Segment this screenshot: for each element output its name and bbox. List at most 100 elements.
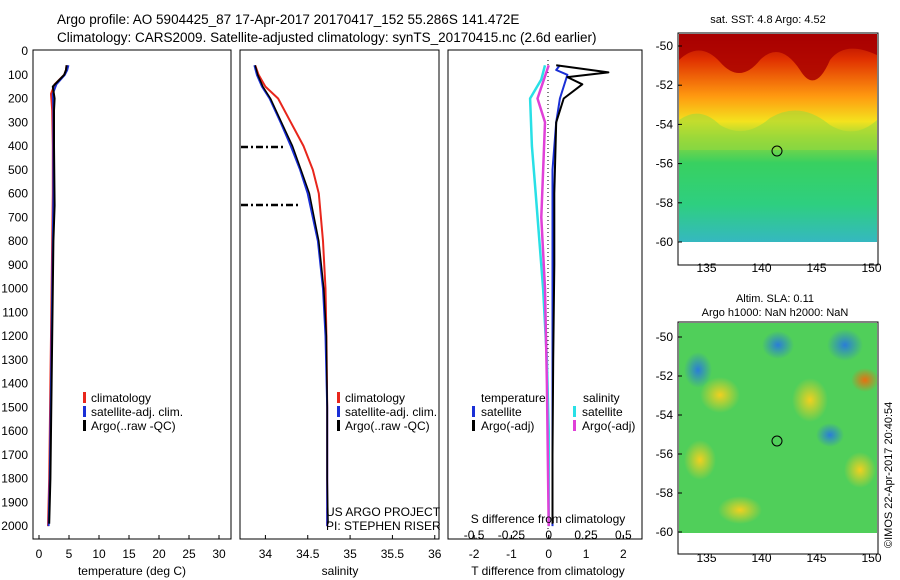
x-tick-label: 0.5 <box>615 528 632 542</box>
lat-tick-label: -56 <box>656 447 674 461</box>
sla-high-anomaly <box>844 452 876 488</box>
lon-tick-label: 145 <box>806 261 826 275</box>
series-line-2 <box>254 65 329 524</box>
legend-label-satellite-adj: satellite-adj. clim. <box>345 405 437 419</box>
lat-tick-label: -56 <box>656 157 674 171</box>
x-tick-label: 0 <box>545 528 552 542</box>
depth-tick-labels: 0 100 200 300 400 500 600 700 800 900 1000 1100 1200… <box>1 44 37 533</box>
depth-tick-label: 1200 <box>1 329 28 343</box>
depth-tick-label: 0 <box>21 44 28 58</box>
temperature-panel: 0 5 10 15 20 25 30 temperature (deg C) climato… <box>32 49 232 578</box>
lat-tick-label: -50 <box>656 39 674 53</box>
legend-salinity-title: salinity <box>583 391 620 405</box>
x-tick-label: 15 <box>122 547 136 561</box>
salinity-series <box>253 64 329 527</box>
sst-front <box>679 110 877 150</box>
difference-series <box>528 64 610 527</box>
depth-tick-label: 1000 <box>1 282 28 296</box>
lon-tick-label: 140 <box>751 261 771 275</box>
depth-tick-label: 1400 <box>1 377 28 391</box>
legend-label-sal-satellite: satellite <box>582 405 623 419</box>
depth-tick-label: 200 <box>8 92 28 106</box>
salinity-panel: 34 34.5 35 35.5 36 salinity climatology sate… <box>239 49 442 578</box>
legend-swatch-satellite-adj <box>337 406 340 417</box>
s-difference-x-ticks: -0.5 -0.25 0 0.25 0.5 <box>464 528 632 542</box>
x-tick-label: -1 <box>506 547 517 561</box>
legend-swatch-sal-satellite <box>573 406 576 417</box>
lat-tick-label: -52 <box>656 78 674 92</box>
lat-tick-label: -58 <box>656 486 674 500</box>
legend-swatch-climatology <box>337 392 340 403</box>
x-tick-label: 34.5 <box>296 547 320 561</box>
s-difference-axis-label: S difference from climatology <box>471 512 626 526</box>
x-tick-label: 0 <box>545 547 552 561</box>
x-tick-label: 0.25 <box>574 528 598 542</box>
lon-tick-label: 135 <box>696 551 716 565</box>
legend-swatch-satellite-adj <box>83 406 86 417</box>
credit-project: US ARGO PROJECT <box>326 505 441 519</box>
lon-tick-label: 140 <box>751 551 771 565</box>
depth-tick-label: 600 <box>8 187 28 201</box>
sla-high-anomaly <box>684 440 716 480</box>
legend-label-temp-argo: Argo(-adj) <box>481 419 534 433</box>
x-tick-label: 5 <box>66 547 73 561</box>
imos-timestamp: ©IMOS 22-Apr-2017 20:40:54 <box>883 402 895 548</box>
x-tick-label: 35 <box>343 547 357 561</box>
x-tick-label: 35.5 <box>381 547 405 561</box>
x-tick-label: 2 <box>620 547 627 561</box>
depth-tick-label: 1500 <box>1 400 28 414</box>
salinity-x-ticks: 34 34.5 35 35.5 36 <box>259 535 442 561</box>
depth-tick-label: 1600 <box>1 424 28 438</box>
depth-tick-label: 400 <box>8 139 28 153</box>
series-line-2 <box>48 65 68 524</box>
x-tick-label: 0 <box>36 547 43 561</box>
temperature-x-ticks: 0 5 10 15 20 25 30 <box>36 535 226 561</box>
sla-high-anomaly <box>851 368 879 392</box>
legend-label-climatology: climatology <box>345 391 405 405</box>
credit-pi: PI: STEPHEN RISER <box>326 519 441 533</box>
lon-tick-label: 150 <box>861 261 881 275</box>
sla-map-panel: Altim. SLA: 0.11 Argo h1000: NaN h2000: … <box>656 293 882 565</box>
depth-tick-label: 100 <box>8 68 28 82</box>
t-difference-axis-label: T difference from climatology <box>471 564 625 578</box>
sla-map-title-line1: Altim. SLA: 0.11 <box>736 293 814 305</box>
temperature-legend: climatology satellite-adj. clim. Argo(..… <box>83 391 183 433</box>
temperature-plot-frame <box>32 49 232 540</box>
legend-temperature-title: temperature <box>481 391 546 405</box>
sla-x-ticks: 135 140 145 150 <box>696 551 881 565</box>
salinity-axis-label: salinity <box>322 564 359 578</box>
lon-tick-label: 135 <box>696 261 716 275</box>
legend-swatch-argo <box>337 420 340 431</box>
sst-warm-region <box>679 34 877 81</box>
legend-swatch-temp-argo <box>472 420 475 431</box>
legend-swatch-temp-satellite <box>472 406 475 417</box>
sla-argo-location-marker <box>771 435 783 447</box>
salinity-legend: climatology satellite-adj. clim. Argo(..… <box>337 391 437 433</box>
figure-title-line1: Argo profile: AO 5904425_87 17-Apr-2017 … <box>57 12 519 27</box>
x-tick-label: 30 <box>212 547 226 561</box>
lon-tick-label: 145 <box>806 551 826 565</box>
sst-map-title: sat. SST: 4.8 Argo: 4.52 <box>710 14 826 26</box>
x-tick-label: -2 <box>469 547 480 561</box>
x-tick-label: 1 <box>583 547 590 561</box>
sla-high-anomaly <box>700 377 740 413</box>
figure-title-line2: Climatology: CARS2009. Satellite-adjuste… <box>57 30 597 45</box>
legend-label-sal-argo: Argo(-adj) <box>582 419 635 433</box>
lat-tick-label: -54 <box>656 408 674 422</box>
temperature-axis-label: temperature (deg C) <box>78 564 186 578</box>
x-tick-label: 10 <box>92 547 106 561</box>
difference-panel: -2 -1 0 1 2 temperature salinity satellite A… <box>447 49 643 578</box>
legend-swatch-climatology <box>83 392 86 403</box>
sla-map-title-line2: Argo h1000: NaN h2000: NaN <box>702 307 849 319</box>
depth-tick-label: 1700 <box>1 448 28 462</box>
legend-label-satellite-adj: satellite-adj. clim. <box>91 405 183 419</box>
lat-tick-label: -50 <box>656 330 674 344</box>
legend-label-argo: Argo(..raw -QC) <box>91 419 176 433</box>
lat-tick-label: -60 <box>656 235 674 249</box>
sla-high-anomaly <box>718 496 762 524</box>
sla-low-anomaly <box>827 329 863 361</box>
depth-tick-label: 2000 <box>1 519 28 533</box>
x-tick-label: -0.5 <box>464 528 485 542</box>
x-tick-label: 20 <box>152 547 166 561</box>
